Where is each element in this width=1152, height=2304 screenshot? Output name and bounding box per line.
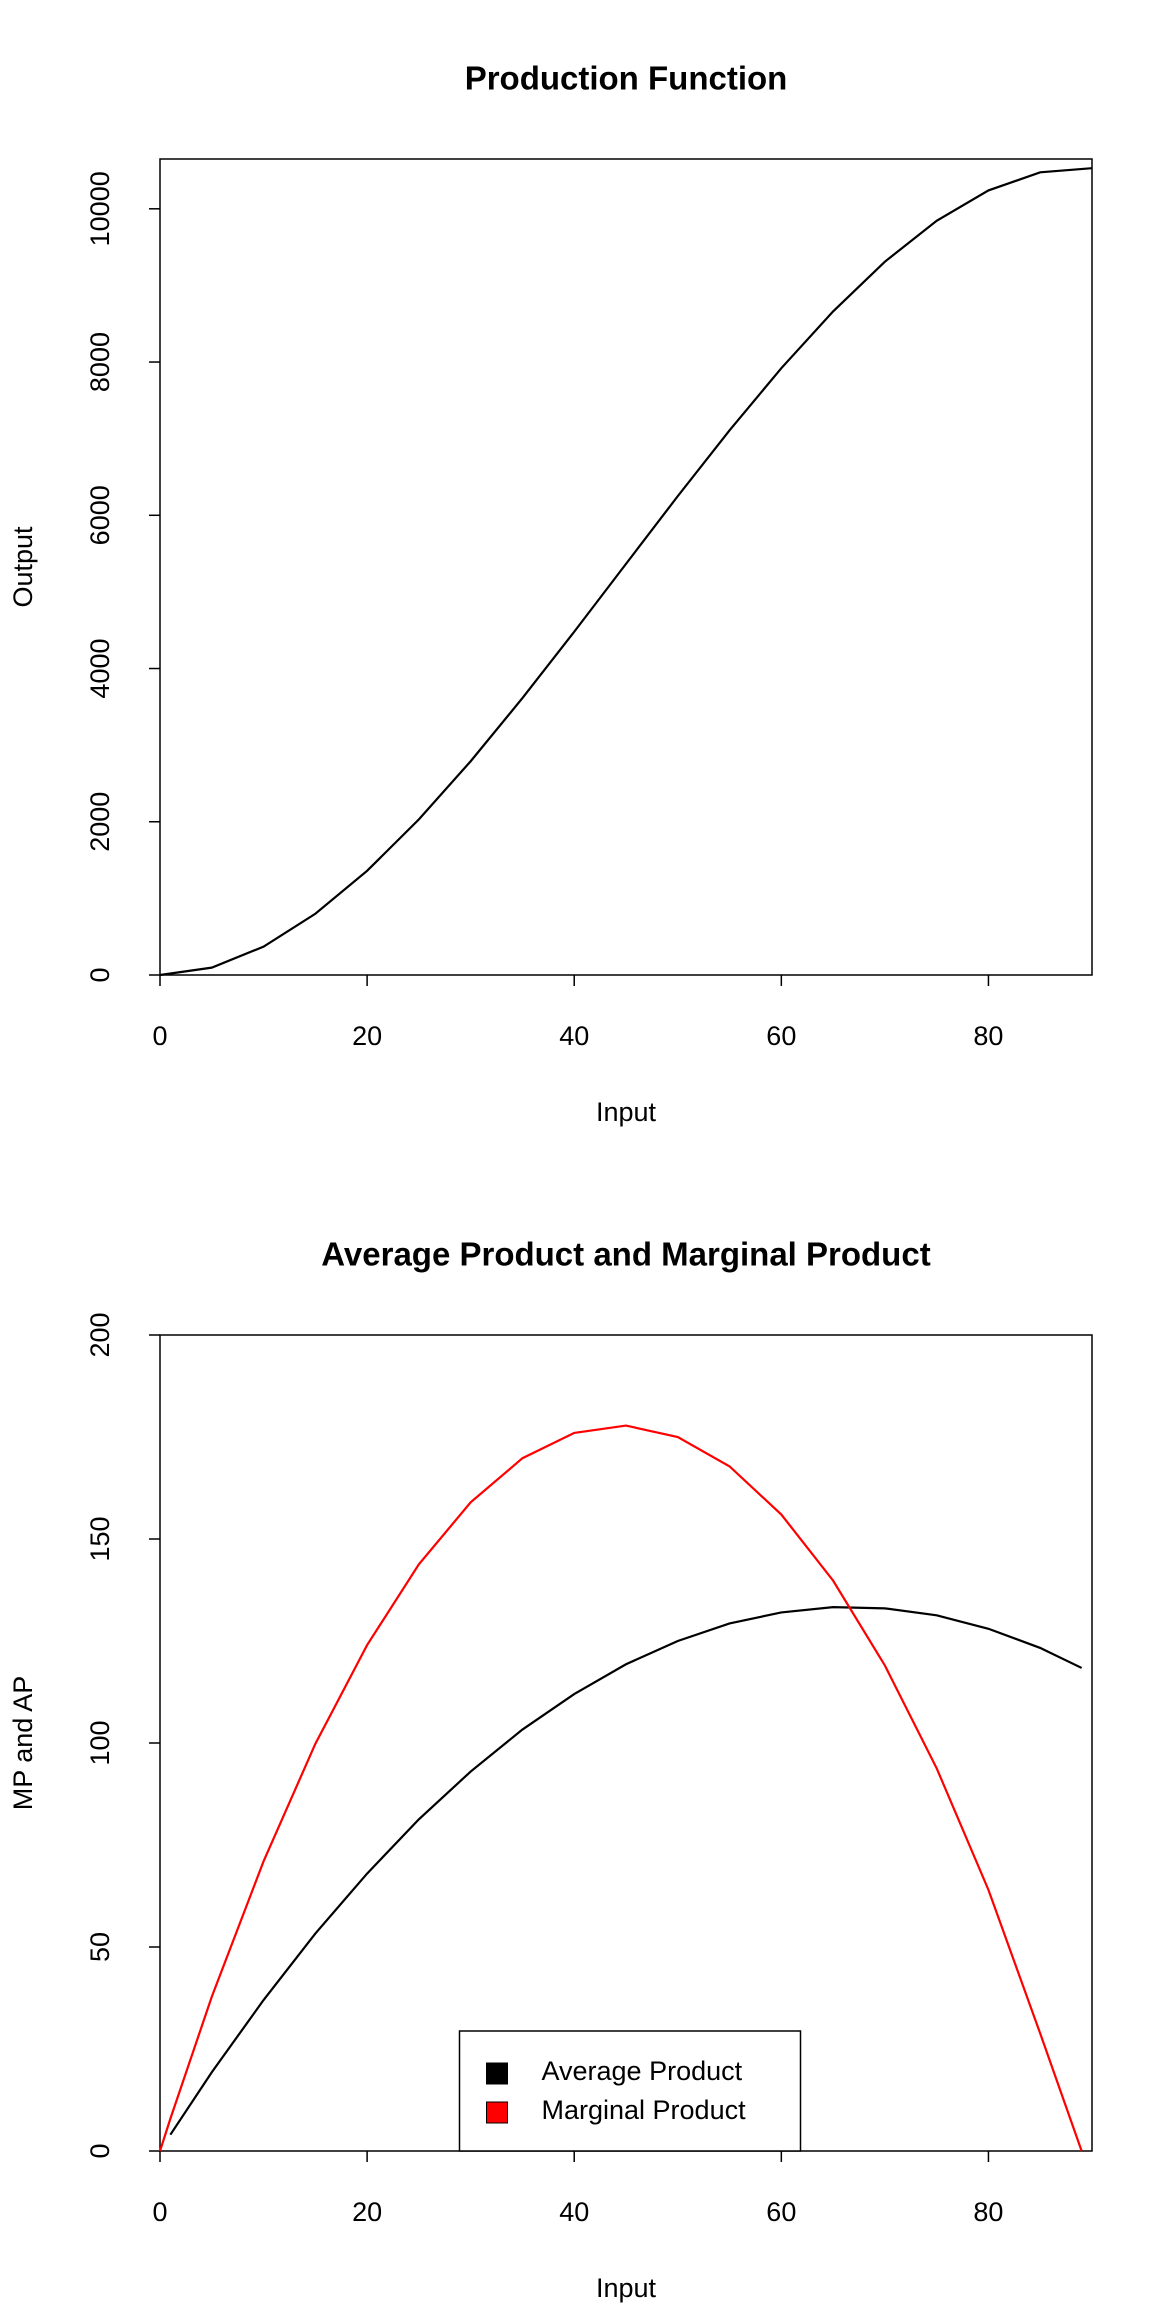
y-tick-label: 150 bbox=[85, 1516, 115, 1561]
chart-title: Average Product and Marginal Product bbox=[321, 1236, 930, 1273]
x-tick-label: 0 bbox=[152, 2197, 167, 2227]
x-tick-label: 80 bbox=[973, 1021, 1003, 1051]
y-tick-label: 8000 bbox=[85, 332, 115, 392]
x-tick-label: 60 bbox=[766, 1021, 796, 1051]
x-axis-label: Input bbox=[596, 1097, 657, 1127]
data-line bbox=[158, 1424, 1083, 2152]
legend-label: Marginal Product bbox=[542, 2095, 747, 2125]
y-tick-label: 0 bbox=[85, 967, 115, 982]
legend-swatch bbox=[486, 2101, 508, 2124]
x-tick-label: 40 bbox=[559, 1021, 589, 1051]
y-tick-label: 0 bbox=[85, 2143, 115, 2158]
y-tick-label: 2000 bbox=[85, 792, 115, 852]
x-tick-label: 40 bbox=[559, 2197, 589, 2227]
y-axis-label: Output bbox=[8, 526, 38, 608]
x-tick-label: 60 bbox=[766, 2197, 796, 2227]
x-tick-label: 20 bbox=[352, 2197, 382, 2227]
legend-swatch bbox=[486, 2062, 508, 2085]
plot-frame bbox=[159, 158, 1093, 976]
x-tick-label: 20 bbox=[352, 1021, 382, 1051]
x-tick-label: 0 bbox=[152, 1021, 167, 1051]
legend-label: Average Product bbox=[542, 2056, 743, 2086]
plot-frame bbox=[159, 1334, 1093, 2152]
y-axis-label: MP and AP bbox=[8, 1676, 38, 1811]
x-tick-label: 80 bbox=[973, 2197, 1003, 2227]
legend: Average Product Marginal Product bbox=[458, 2030, 802, 2152]
y-tick-label: 10000 bbox=[85, 171, 115, 246]
y-tick-label: 6000 bbox=[85, 485, 115, 545]
y-tick-label: 4000 bbox=[85, 638, 115, 698]
data-line bbox=[159, 167, 1093, 977]
y-tick-label: 50 bbox=[85, 1932, 115, 1962]
y-tick-label: 200 bbox=[85, 1312, 115, 1357]
data-line bbox=[169, 1606, 1083, 2136]
legend-box bbox=[458, 2030, 802, 2152]
y-tick-label: 100 bbox=[85, 1720, 115, 1765]
x-axis-label: Input bbox=[596, 2273, 657, 2303]
chart-title: Production Function bbox=[465, 60, 788, 97]
